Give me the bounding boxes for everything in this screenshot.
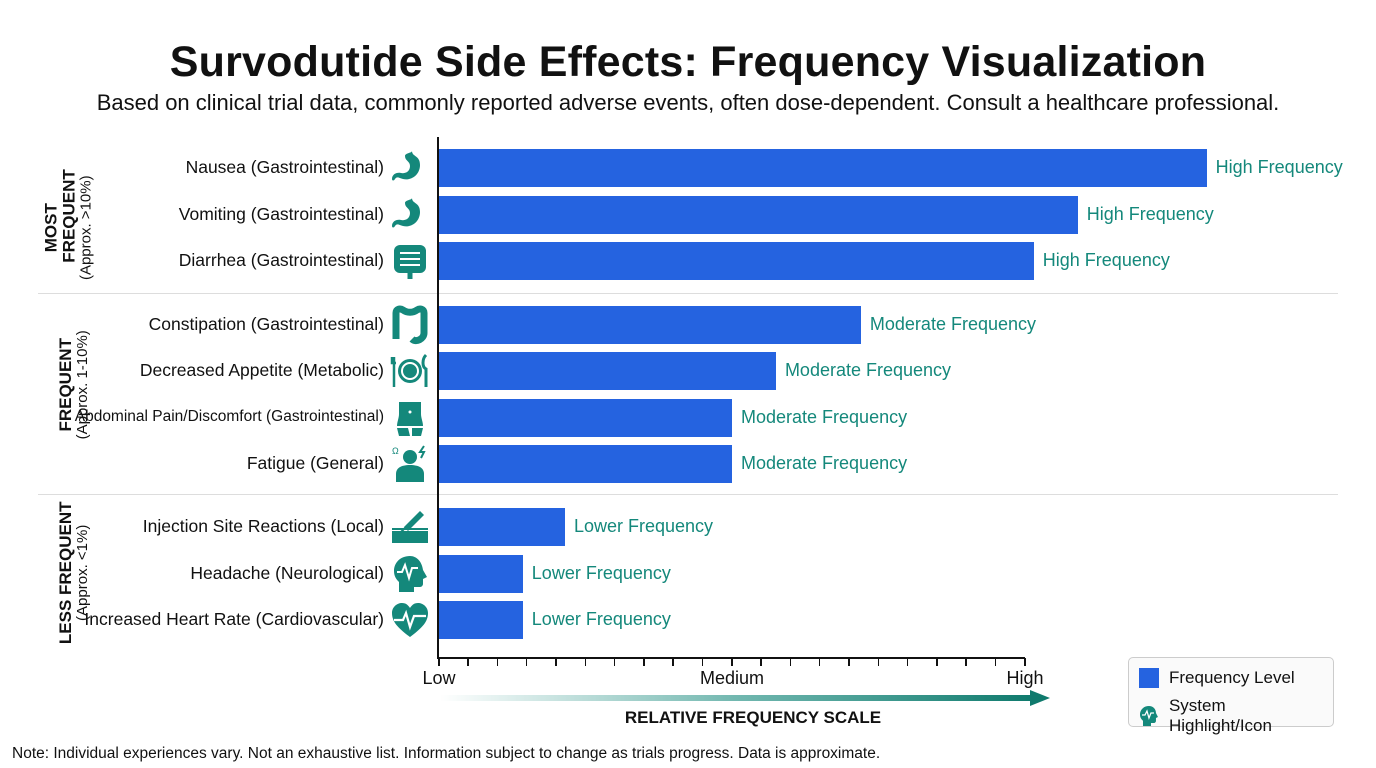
x-tick bbox=[965, 658, 967, 666]
x-tick bbox=[584, 658, 586, 666]
bar bbox=[439, 445, 732, 483]
colon-icon bbox=[392, 305, 428, 345]
x-tick bbox=[555, 658, 557, 666]
bar bbox=[439, 352, 776, 390]
intestine-icon bbox=[394, 245, 426, 279]
x-tick bbox=[643, 658, 645, 666]
bar-data-label: Moderate Frequency bbox=[741, 453, 908, 473]
x-tick bbox=[877, 658, 879, 666]
group-name: FREQUENT bbox=[56, 338, 76, 432]
x-tick bbox=[438, 658, 440, 666]
x-tick bbox=[701, 658, 704, 666]
legend-label: Frequency Level bbox=[1169, 668, 1295, 687]
group-label-most-frequent: MOST FREQUENT (Approx. >10%) bbox=[41, 148, 94, 308]
fatigue-person-icon: Ω bbox=[392, 445, 426, 482]
x-tick bbox=[818, 658, 821, 666]
bar-data-label: Moderate Frequency bbox=[869, 314, 1036, 334]
category-label: Diarrhea (Gastrointestinal) bbox=[178, 250, 384, 270]
head-pulse-icon bbox=[1139, 706, 1158, 726]
bar-data-label: High Frequency bbox=[1215, 157, 1343, 177]
category-label: Increased Heart Rate (Cardiovascular) bbox=[84, 609, 384, 629]
bar-data-label: Moderate Frequency bbox=[784, 360, 952, 380]
bar bbox=[439, 399, 732, 437]
svg-text:Ω: Ω bbox=[392, 446, 399, 456]
bar-data-label: Lower Frequency bbox=[531, 563, 671, 583]
legend-item-frequency: Frequency Level bbox=[1139, 668, 1295, 688]
abdomen-icon bbox=[397, 402, 423, 436]
heart-pulse-icon bbox=[392, 603, 428, 637]
x-tick-label: Low bbox=[422, 668, 456, 688]
group-range: (Approx. 1-10%) bbox=[74, 330, 92, 440]
bar bbox=[439, 149, 1207, 187]
x-tick bbox=[906, 658, 909, 666]
group-name: MOST FREQUENT bbox=[41, 169, 79, 263]
group-divider bbox=[38, 293, 1338, 294]
category-label: Abdominal Pain/Discomfort (Gastrointesti… bbox=[74, 408, 384, 425]
category-label: Decreased Appetite (Metabolic) bbox=[139, 360, 384, 380]
legend-item-icon: System Highlight/Icon bbox=[1139, 696, 1333, 736]
bar bbox=[439, 242, 1034, 280]
category-label: Headache (Neurological) bbox=[190, 563, 384, 583]
x-tick bbox=[1024, 658, 1026, 666]
bar bbox=[439, 306, 861, 344]
x-tick bbox=[731, 658, 733, 666]
category-label: Vomiting (Gastrointestinal) bbox=[178, 204, 384, 224]
category-label: Nausea (Gastrointestinal) bbox=[185, 157, 384, 177]
group-divider bbox=[38, 494, 1338, 495]
x-tick-label: Medium bbox=[699, 668, 765, 688]
plate-cutlery-icon bbox=[390, 353, 428, 387]
bar bbox=[439, 555, 523, 593]
stomach-icon bbox=[392, 198, 420, 228]
bar-data-label: Lower Frequency bbox=[573, 516, 714, 536]
x-tick bbox=[613, 658, 616, 666]
group-label-frequent: FREQUENT (Approx. 1-10%) bbox=[56, 305, 92, 465]
y-axis bbox=[437, 137, 439, 659]
x-tick bbox=[936, 658, 938, 666]
bar-data-label: High Frequency bbox=[1086, 204, 1214, 224]
injection-icon bbox=[392, 511, 428, 543]
bar-data-label: High Frequency bbox=[1042, 250, 1170, 270]
stomach-icon bbox=[392, 151, 420, 181]
x-tick bbox=[789, 658, 792, 666]
category-label: Injection Site Reactions (Local) bbox=[142, 516, 384, 536]
group-name: LESS FREQUENT bbox=[56, 501, 76, 645]
x-axis-title: RELATIVE FREQUENCY SCALE bbox=[624, 708, 882, 727]
head-pulse-icon bbox=[394, 556, 427, 592]
x-tick bbox=[496, 658, 499, 666]
bar bbox=[439, 196, 1078, 234]
x-tick bbox=[525, 658, 528, 666]
bar bbox=[439, 508, 565, 546]
bar-data-label: Lower Frequency bbox=[531, 609, 671, 629]
x-tick bbox=[760, 658, 762, 666]
legend-label: System Highlight/Icon bbox=[1168, 696, 1272, 735]
category-label: Constipation (Gastrointestinal) bbox=[148, 314, 384, 334]
footnote: Note: Individual experiences vary. Not a… bbox=[12, 745, 881, 762]
x-tick bbox=[994, 658, 997, 666]
legend: Frequency Level System Highlight/Icon bbox=[1128, 657, 1334, 735]
chart-title: Survodutide Side Effects: Frequency Visu… bbox=[169, 38, 1207, 86]
legend-swatch bbox=[1139, 668, 1159, 688]
x-tick bbox=[672, 658, 674, 666]
scale-gradient-arrow bbox=[440, 690, 1050, 706]
x-tick bbox=[848, 658, 850, 666]
bar-data-label: Moderate Frequency bbox=[741, 407, 908, 427]
category-label: Fatigue (General) bbox=[246, 453, 384, 473]
x-tick-label: High bbox=[1006, 668, 1044, 688]
bar bbox=[439, 601, 523, 639]
x-tick bbox=[467, 658, 469, 666]
group-range: (Approx. >10%) bbox=[76, 175, 94, 281]
chart-subtitle: Based on clinical trial data, commonly r… bbox=[96, 90, 1280, 115]
